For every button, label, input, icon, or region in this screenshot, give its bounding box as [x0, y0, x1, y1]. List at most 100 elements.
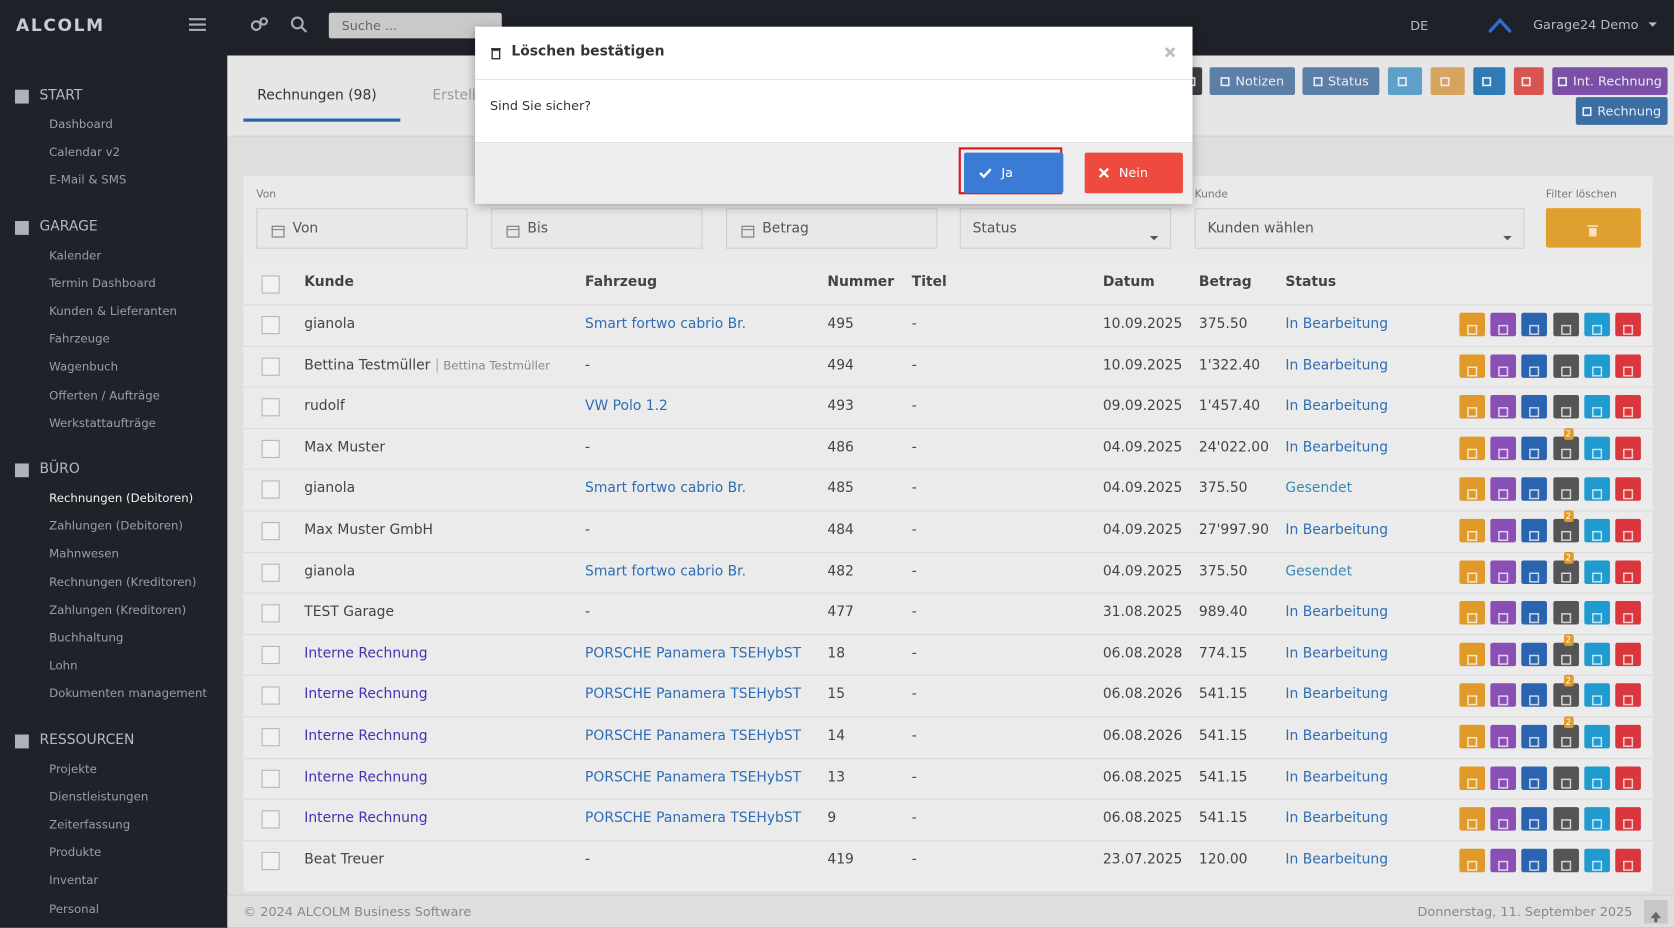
cell-status[interactable]: In Bearbeitung — [1285, 851, 1389, 868]
action-button[interactable] — [1615, 642, 1641, 666]
cell-kunde[interactable]: Interne Rechnung — [304, 728, 428, 745]
action-button[interactable] — [1521, 642, 1548, 666]
action-button[interactable] — [1584, 477, 1610, 502]
action-button[interactable] — [1615, 395, 1641, 419]
action-button[interactable] — [1459, 642, 1486, 666]
cell-status[interactable]: In Bearbeitung — [1285, 728, 1389, 745]
nav-item[interactable]: Termin Dashboard — [49, 276, 156, 291]
action-button[interactable] — [1459, 724, 1486, 749]
checkbox[interactable] — [261, 686, 280, 706]
checkbox[interactable] — [261, 728, 280, 747]
cell-fahrzeug[interactable]: Smart fortwo cabrio Br. — [585, 316, 747, 333]
cell-status[interactable]: In Bearbeitung — [1285, 645, 1389, 662]
nav-item[interactable]: Werkstattaufträge — [49, 416, 156, 431]
cell-fahrzeug[interactable]: PORSCHE Panamera TSEHybST — [585, 728, 802, 745]
cell-kunde[interactable]: Interne Rechnung — [304, 686, 428, 703]
action-button[interactable] — [1521, 560, 1548, 584]
checkbox[interactable] — [261, 398, 280, 417]
action-button[interactable] — [1521, 395, 1548, 419]
filter-clear-button[interactable] — [1545, 208, 1641, 248]
filter-input[interactable]: Status — [959, 208, 1172, 249]
action-button[interactable] — [1584, 354, 1610, 378]
user-menu[interactable]: Garage24 Demo — [1533, 17, 1660, 32]
action-button[interactable] — [1615, 436, 1641, 460]
cell-fahrzeug[interactable]: PORSCHE Panamera TSEHybST — [585, 645, 802, 662]
action-button[interactable]: 2 — [1552, 510, 1579, 543]
action-button[interactable] — [1459, 807, 1486, 831]
action-button[interactable] — [1615, 312, 1641, 337]
action-button[interactable] — [1521, 477, 1548, 502]
nav-item[interactable]: Dokumenten management — [49, 686, 208, 701]
action-button[interactable] — [1490, 312, 1517, 337]
action-button[interactable] — [1615, 560, 1641, 584]
action-button[interactable] — [1490, 766, 1517, 790]
nav-item[interactable]: Wagenbuch — [49, 360, 119, 375]
cell-fahrzeug[interactable]: VW Polo 1.2 — [585, 398, 668, 415]
action-button[interactable] — [1490, 724, 1517, 749]
action-button[interactable] — [1552, 766, 1579, 790]
action-button[interactable] — [1521, 807, 1548, 831]
column-header[interactable]: Kunde — [304, 274, 354, 291]
action-button[interactable] — [1521, 518, 1548, 543]
action-button[interactable] — [1459, 312, 1486, 337]
action-button[interactable] — [1584, 395, 1610, 419]
action-button[interactable]: 2 — [1552, 675, 1579, 708]
toolbar-button[interactable]: Status — [1302, 67, 1380, 96]
nav-item[interactable]: Fahrzeuge — [49, 332, 110, 347]
settings-icon[interactable] — [250, 16, 269, 33]
action-button[interactable] — [1490, 683, 1517, 708]
cell-status[interactable]: Gesendet — [1285, 480, 1353, 497]
cell-status[interactable]: In Bearbeitung — [1285, 686, 1389, 703]
filter-input[interactable]: Von — [256, 208, 468, 249]
nav-item[interactable]: Dashboard — [49, 117, 113, 132]
column-header[interactable]: Datum — [1102, 274, 1155, 291]
nav-item[interactable]: Produkte — [49, 845, 102, 860]
action-button[interactable] — [1490, 477, 1517, 502]
action-button[interactable] — [1584, 724, 1610, 749]
yes-button[interactable]: Ja — [964, 152, 1064, 194]
action-button[interactable]: 2 — [1552, 551, 1579, 584]
action-button[interactable] — [1552, 601, 1579, 625]
column-header[interactable]: Titel — [911, 274, 947, 291]
action-button[interactable] — [1552, 312, 1579, 337]
action-button[interactable] — [1584, 683, 1610, 708]
nav-item[interactable]: Rechnungen (Kreditoren) — [49, 575, 197, 589]
language[interactable]: DE — [1410, 18, 1429, 34]
nav-item[interactable]: Zeiterfassung — [49, 817, 131, 832]
action-button[interactable]: 2 — [1552, 427, 1579, 460]
cell-status[interactable]: In Bearbeitung — [1285, 522, 1389, 539]
cell-fahrzeug[interactable]: PORSCHE Panamera TSEHybST — [585, 769, 802, 786]
checkbox[interactable] — [261, 604, 280, 623]
action-button[interactable] — [1521, 601, 1548, 625]
nav-item[interactable]: Calendar v2 — [49, 145, 121, 160]
toolbar-button[interactable]: Notizen — [1209, 67, 1295, 96]
action-button[interactable] — [1584, 601, 1610, 625]
nav-item[interactable]: Rechnungen (Debitoren) — [49, 491, 194, 505]
cell-status[interactable]: In Bearbeitung — [1285, 769, 1389, 786]
action-button[interactable] — [1490, 807, 1517, 831]
checkbox[interactable] — [261, 810, 280, 829]
column-header[interactable]: Fahrzeug — [585, 274, 658, 291]
nav-item[interactable]: Kalender — [49, 248, 102, 263]
nav-item[interactable]: Buchhaltung — [49, 630, 124, 645]
action-button[interactable] — [1584, 642, 1610, 666]
no-button[interactable]: Nein — [1084, 152, 1183, 194]
action-button[interactable] — [1459, 354, 1486, 378]
action-button[interactable] — [1615, 724, 1641, 749]
action-button[interactable] — [1459, 560, 1486, 584]
scroll-top-button[interactable] — [1644, 899, 1668, 924]
cell-status[interactable]: Gesendet — [1285, 563, 1353, 580]
toolbar-button[interactable] — [1387, 67, 1423, 96]
toolbar-button[interactable] — [1513, 67, 1544, 96]
search-input[interactable]: Suche ... — [328, 12, 502, 39]
action-button[interactable] — [1459, 601, 1486, 625]
action-button[interactable] — [1490, 560, 1517, 584]
checkbox[interactable] — [261, 851, 280, 870]
tab[interactable]: Erstell — [432, 87, 476, 104]
checkbox[interactable] — [261, 275, 280, 294]
toolbar-button[interactable]: Int. Rechnung — [1552, 67, 1668, 96]
cell-status[interactable]: In Bearbeitung — [1285, 604, 1389, 621]
action-button[interactable] — [1521, 766, 1548, 790]
action-button[interactable] — [1490, 848, 1517, 873]
nav-item[interactable]: Personal — [49, 901, 100, 916]
